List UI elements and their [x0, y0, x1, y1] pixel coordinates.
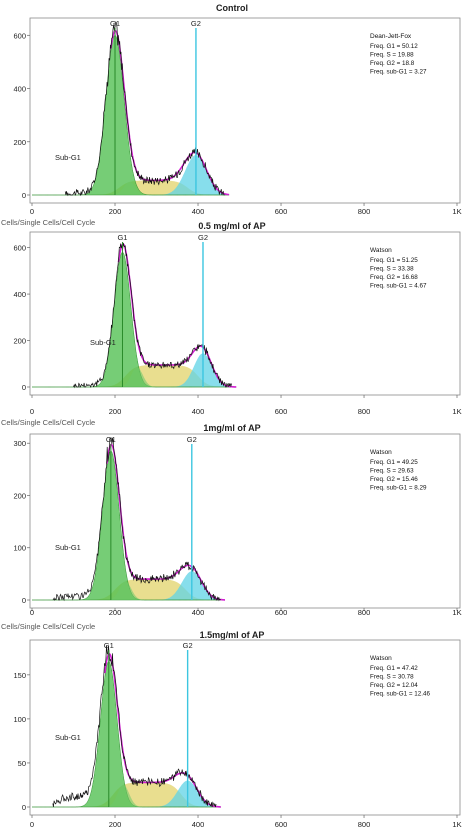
subg1-label: Sub-G1	[55, 153, 81, 162]
g2-label: G2	[198, 233, 208, 242]
x-tick-label: 600	[275, 608, 288, 617]
model-name: Watson	[370, 655, 392, 662]
x-tick-label: 0	[30, 820, 34, 829]
g1-shoulder-area	[32, 784, 221, 807]
stat-line: Freq. S = 30.78	[370, 674, 414, 681]
panel-breadcrumb: Cells/Single Cells/Cell Cycle	[1, 622, 95, 631]
x-tick-label: 400	[192, 820, 205, 829]
stat-line: Freq. G1 = 47.42	[370, 665, 418, 672]
stat-line: Freq. sub-G1 = 3.27	[370, 69, 427, 76]
y-tick-label: 600	[13, 31, 26, 40]
g1-shoulder-area	[32, 181, 230, 195]
x-tick-label: 600	[275, 207, 288, 216]
panel-breadcrumb: Cells/Single Cells/Cell Cycle	[1, 418, 95, 427]
plot-frame	[29, 231, 461, 396]
x-tick-label: 1K	[452, 820, 461, 829]
panel-title: 0.5 mg/ml of AP	[198, 221, 265, 231]
y-tick-label: 0	[22, 803, 26, 812]
stat-line: Freq. G2 = 12.04	[370, 682, 418, 689]
x-tick-label: 800	[358, 407, 371, 416]
g1-label: G1	[106, 435, 116, 444]
histogram-panel-3: Cells/Single Cells/Cell Cycle 1mg/ml of A…	[1, 418, 462, 617]
y-tick-label: 0	[22, 191, 26, 200]
model-name: Watson	[370, 449, 392, 456]
stat-line: Freq. G2 = 15.46	[370, 476, 418, 483]
histogram-panel-4: Cells/Single Cells/Cell Cycle 1.5mg/ml of…	[1, 622, 462, 829]
g2-peak-area	[32, 155, 230, 195]
panel-title: 1.5mg/ml of AP	[200, 630, 265, 640]
g1-peak-area	[32, 35, 230, 196]
x-tick-label: 0	[30, 207, 34, 216]
g2-peak-area	[32, 571, 225, 600]
subg1-label: Sub-G1	[55, 733, 81, 742]
x-tick-label: 400	[192, 407, 205, 416]
g2-label: G2	[183, 641, 193, 650]
g1-label: G1	[117, 233, 127, 242]
y-tick-label: 200	[13, 337, 26, 346]
g1-label: G1	[104, 641, 114, 650]
panel-title: Control	[216, 3, 248, 13]
g2-peak-area	[32, 780, 221, 807]
g2-label: G2	[187, 435, 197, 444]
x-tick-label: 200	[109, 608, 122, 617]
y-tick-label: 200	[13, 491, 26, 500]
stat-line: Freq. G2 = 18.8	[370, 60, 415, 67]
raw-data-line	[52, 437, 222, 602]
x-tick-label: 0	[30, 608, 34, 617]
y-tick-label: 0	[22, 596, 26, 605]
panel-breadcrumb: Cells/Single Cells/Cell Cycle	[1, 218, 95, 227]
g1-shoulder-area	[32, 581, 225, 600]
x-tick-label: 200	[109, 820, 122, 829]
y-tick-label: 400	[13, 290, 26, 299]
x-tick-label: 200	[109, 407, 122, 416]
x-tick-label: 600	[275, 820, 288, 829]
y-tick-label: 200	[13, 138, 26, 147]
stat-line: Freq. G2 = 16.68	[370, 274, 418, 281]
g1-label: G1	[110, 19, 120, 28]
raw-data-line	[52, 645, 217, 808]
x-tick-label: 400	[192, 608, 205, 617]
x-tick-label: 800	[358, 820, 371, 829]
model-name: Watson	[370, 247, 392, 254]
x-tick-label: 800	[358, 608, 371, 617]
y-tick-label: 400	[13, 85, 26, 94]
x-tick-label: 0	[30, 407, 34, 416]
stat-line: Freq. sub-G1 = 4.67	[370, 283, 427, 290]
raw-data-line	[73, 242, 232, 389]
stat-line: Freq. S = 19.88	[370, 52, 414, 59]
x-tick-label: 1K	[452, 207, 461, 216]
panel-title: 1mg/ml of AP	[203, 423, 260, 433]
histogram-panel-1: Control G1 G2 Sub-G1 Dean-Jett-Fox Freq. G1 =…	[13, 3, 461, 216]
g2-label: G2	[191, 19, 201, 28]
y-tick-label: 300	[13, 439, 26, 448]
x-tick-label: 400	[192, 207, 205, 216]
stat-line: Freq. S = 33.38	[370, 266, 414, 273]
y-tick-label: 100	[13, 715, 26, 724]
y-tick-label: 100	[13, 544, 26, 553]
y-tick-label: 150	[13, 671, 26, 680]
stat-line: Freq. S = 29.63	[370, 468, 414, 475]
stat-line: Freq. sub-G1 = 12.46	[370, 691, 431, 698]
y-tick-label: 50	[18, 759, 26, 768]
histogram-panel-2: Cells/Single Cells/Cell Cycle 0.5 mg/ml o…	[1, 218, 462, 416]
g1-shoulder-area	[32, 367, 237, 387]
x-tick-label: 1K	[452, 608, 461, 617]
g2-peak-area	[32, 353, 237, 387]
stat-line: Freq. G1 = 50.12	[370, 43, 418, 50]
x-tick-label: 600	[275, 407, 288, 416]
raw-data-line	[64, 21, 225, 197]
stat-line: Freq. G1 = 51.25	[370, 257, 418, 264]
x-tick-label: 800	[358, 207, 371, 216]
y-tick-label: 0	[22, 383, 26, 392]
stat-line: Freq. G1 = 49.25	[370, 459, 418, 466]
model-name: Dean-Jett-Fox	[370, 33, 412, 40]
stat-line: Freq. sub-G1 = 8.29	[370, 485, 427, 492]
x-tick-label: 1K	[452, 407, 461, 416]
y-tick-label: 600	[13, 244, 26, 253]
x-tick-label: 200	[109, 207, 122, 216]
subg1-label: Sub-G1	[90, 338, 116, 347]
subg1-label: Sub-G1	[55, 543, 81, 552]
